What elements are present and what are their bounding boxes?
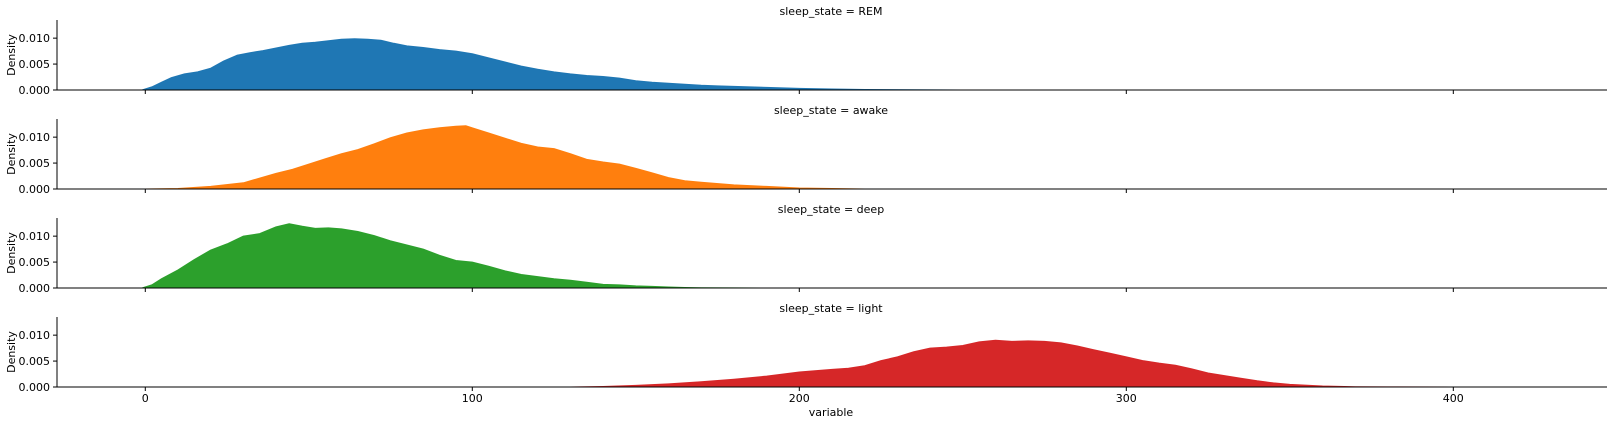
x-axis-label: variable bbox=[809, 406, 854, 419]
x-tick-label: 400 bbox=[1443, 392, 1464, 405]
y-axis-label: Density bbox=[5, 34, 18, 76]
panels: sleep_state = REM0.0000.0050.010Densitys… bbox=[5, 5, 1607, 405]
density-area bbox=[569, 339, 1520, 388]
panel-title: sleep_state = deep bbox=[778, 203, 884, 216]
y-tick-label: 0.010 bbox=[19, 131, 51, 144]
y-tick-label: 0.000 bbox=[19, 84, 51, 97]
panel-title: sleep_state = awake bbox=[774, 104, 888, 117]
y-tick-label: 0.005 bbox=[19, 157, 51, 170]
y-tick-label: 0.000 bbox=[19, 282, 51, 295]
y-tick-label: 0.010 bbox=[19, 32, 51, 45]
x-tick-label: 100 bbox=[462, 392, 483, 405]
density-area bbox=[141, 38, 964, 91]
y-tick-label: 0.005 bbox=[19, 58, 51, 71]
panel-4: sleep_state = light 0.000 0.005 0.010Densit… bbox=[5, 302, 1607, 405]
y-tick-label: 0.005 bbox=[19, 256, 51, 269]
y-tick-label: 0.010 bbox=[19, 230, 51, 243]
x-tick-label: 0 bbox=[142, 392, 149, 405]
y-tick-label: 0.000 bbox=[19, 183, 51, 196]
x-tick-label: 300 bbox=[1116, 392, 1137, 405]
panel-2: sleep_state = awake 0.000 0.005 0.010Densit… bbox=[5, 104, 1607, 196]
panel-title: sleep_state = REM bbox=[780, 5, 883, 18]
density-area bbox=[141, 223, 800, 289]
y-axis-label: Density bbox=[5, 133, 18, 175]
y-axis-label: Density bbox=[5, 331, 18, 373]
density-area bbox=[144, 125, 866, 190]
x-tick-label: 200 bbox=[789, 392, 810, 405]
y-tick-label: 0.010 bbox=[19, 329, 51, 342]
y-tick-label: 0.005 bbox=[19, 355, 51, 368]
y-axis-label: Density bbox=[5, 232, 18, 274]
panel-title: sleep_state = light bbox=[779, 302, 883, 315]
y-tick-label: 0.000 bbox=[19, 381, 51, 394]
